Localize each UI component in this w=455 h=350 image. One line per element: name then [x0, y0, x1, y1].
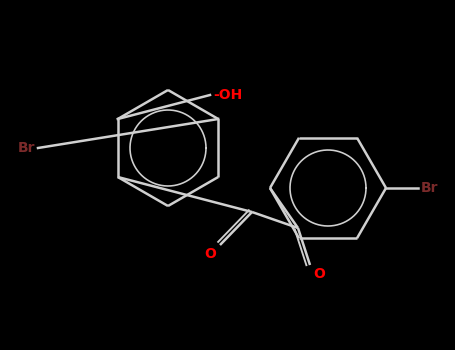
- Text: Br: Br: [421, 181, 439, 195]
- Text: Br: Br: [17, 141, 35, 155]
- Text: O: O: [313, 267, 325, 281]
- Text: -OH: -OH: [213, 88, 242, 102]
- Text: O: O: [204, 247, 216, 261]
